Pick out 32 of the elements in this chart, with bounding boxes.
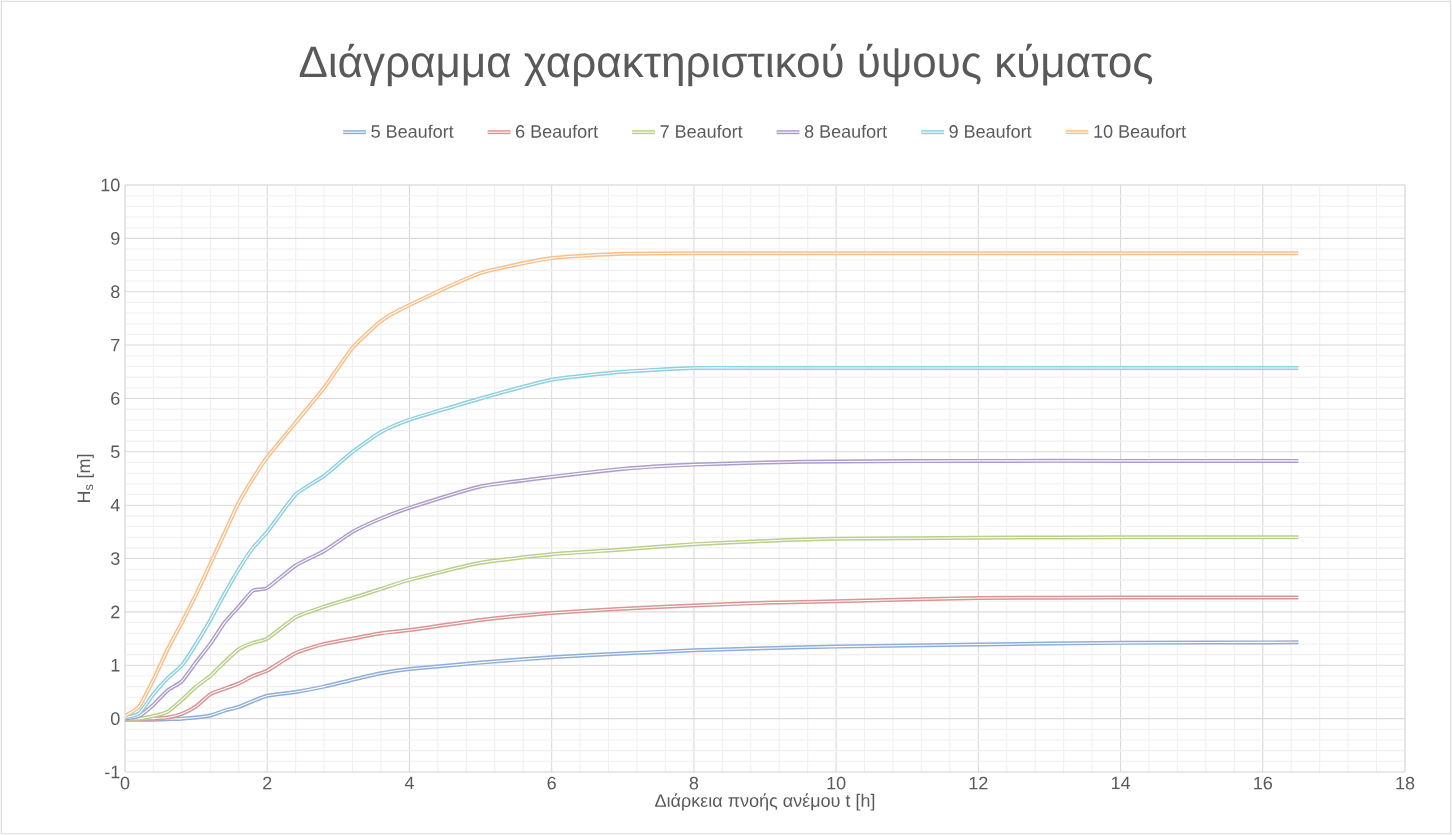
y-tick-label: 6 — [111, 392, 120, 405]
x-axis-title: Διάρκεια πνοής ανέμου t [h] — [655, 793, 875, 811]
y-tick-label: 0 — [110, 712, 120, 725]
x-tick-label: 10 — [827, 776, 846, 790]
y-tick-label: 1 — [111, 659, 120, 672]
x-tick-label: 2 — [263, 776, 272, 790]
x-tick-label: 8 — [689, 776, 699, 790]
legend-label: 5 Beaufort — [371, 124, 454, 138]
y-tick-label: 4 — [110, 498, 120, 512]
chart-title: Διάγραμμα χαρακτηριστικού ύψους κύματος — [299, 43, 1153, 87]
legend-label: 8 Beaufort — [804, 124, 887, 138]
x-tick-label: 14 — [1111, 776, 1131, 790]
x-tick-label: 18 — [1396, 776, 1415, 790]
y-tick-label: 10 — [101, 178, 120, 192]
legend-label: 6 Beaufort — [516, 124, 599, 138]
y-tick-label: 5 — [110, 445, 120, 459]
y-axis-title: H$_{s}$ [m] — [77, 454, 94, 502]
y-tick-label: 3 — [110, 552, 120, 565]
x-tick-label: 12 — [969, 776, 988, 790]
legend-label: 7 Beaufort — [660, 124, 743, 138]
y-tick-label: 9 — [111, 231, 120, 245]
x-tick-label: 0 — [120, 776, 130, 790]
x-tick-label: 16 — [1254, 776, 1273, 790]
legend-label: 10 Beaufort — [1094, 124, 1186, 138]
line-series — [125, 251, 1301, 718]
legend-label: 9 Beaufort — [949, 124, 1032, 138]
y-tick-label: -1 — [105, 765, 120, 779]
y-tick-label: 2 — [111, 605, 120, 619]
x-tick-label: 4 — [404, 776, 414, 790]
y-tick-label: 7 — [111, 338, 120, 352]
x-tick-label: 6 — [547, 776, 556, 790]
y-tick-label: 8 — [111, 285, 120, 299]
